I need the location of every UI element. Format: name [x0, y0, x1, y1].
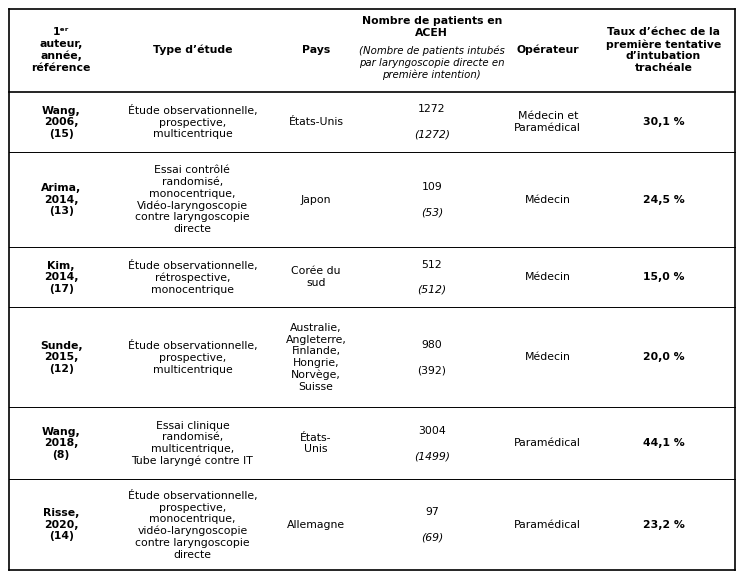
Text: (69): (69)	[421, 532, 443, 543]
Text: (512): (512)	[417, 285, 446, 295]
Text: (1499): (1499)	[414, 451, 450, 461]
Text: Étude observationnelle,
prospective,
multicentrique: Étude observationnelle, prospective, mul…	[127, 105, 257, 139]
Text: Australie,
Angleterre,
Finlande,
Hongrie,
Norvège,
Suisse: Australie, Angleterre, Finlande, Hongrie…	[286, 323, 347, 392]
Text: Médecin et
Paramédical: Médecin et Paramédical	[514, 112, 581, 133]
Text: Arima,
2014,
(13): Arima, 2014, (13)	[41, 183, 81, 216]
Text: (392): (392)	[417, 365, 446, 375]
Text: 1272: 1272	[418, 105, 446, 114]
Text: Wang,
2018,
(8): Wang, 2018, (8)	[42, 427, 80, 460]
Text: 15,0 %: 15,0 %	[643, 272, 684, 282]
Text: Pays: Pays	[302, 45, 330, 55]
Text: Essai clinique
randomisé,
multicentrique,
Tube laryngé contre IT: Essai clinique randomisé, multicentrique…	[132, 421, 253, 466]
Text: Étude observationnelle,
prospective,
monocentrique,
vidéo-laryngoscopie
contre l: Étude observationnelle, prospective, mon…	[127, 490, 257, 559]
Text: Risse,
2020,
(14): Risse, 2020, (14)	[43, 508, 80, 542]
Text: Allemagne: Allemagne	[287, 520, 345, 530]
Text: 3004: 3004	[418, 426, 446, 436]
Text: 44,1 %: 44,1 %	[643, 439, 684, 449]
Text: 109: 109	[422, 182, 442, 192]
Text: Wang,
2006,
(15): Wang, 2006, (15)	[42, 105, 80, 139]
Text: 20,0 %: 20,0 %	[643, 352, 684, 362]
Text: 980: 980	[422, 340, 442, 350]
Text: Corée du
sud: Corée du sud	[291, 266, 341, 288]
Text: 97: 97	[425, 507, 439, 518]
Text: Paramédical: Paramédical	[514, 520, 581, 530]
Text: Médecin: Médecin	[525, 194, 571, 205]
Text: 1ᵉʳ
auteur,
année,
référence: 1ᵉʳ auteur, année, référence	[31, 28, 91, 73]
Text: 23,2 %: 23,2 %	[643, 520, 684, 530]
Text: Type d’étude: Type d’étude	[153, 45, 232, 55]
Text: Sunde,
2015,
(12): Sunde, 2015, (12)	[39, 341, 83, 374]
Text: Taux d’échec de la
première tentative
d’intubation
trachéale: Taux d’échec de la première tentative d’…	[606, 28, 721, 73]
Text: Médecin: Médecin	[525, 352, 571, 362]
Text: Japon: Japon	[301, 194, 331, 205]
Text: Opérateur: Opérateur	[516, 45, 579, 55]
Text: Paramédical: Paramédical	[514, 439, 581, 449]
Text: Médecin: Médecin	[525, 272, 571, 282]
Text: 30,1 %: 30,1 %	[643, 117, 684, 127]
Text: (Nombre de patients intubés
par laryngoscopie directe en
première intention): (Nombre de patients intubés par laryngos…	[359, 45, 504, 80]
Text: Essai contrôlé
randomisé,
monocentrique,
Vidéo-laryngoscopie
contre laryngoscopi: Essai contrôlé randomisé, monocentrique,…	[135, 166, 250, 234]
Text: Nombre de patients en
ACEH: Nombre de patients en ACEH	[362, 16, 502, 38]
Text: Étude observationnelle,
prospective,
multicentrique: Étude observationnelle, prospective, mul…	[127, 340, 257, 374]
Text: États-
Unis: États- Unis	[301, 432, 332, 454]
Text: (1272): (1272)	[414, 130, 450, 140]
Text: (53): (53)	[421, 207, 443, 217]
Text: 24,5 %: 24,5 %	[643, 194, 684, 205]
Text: 512: 512	[422, 259, 442, 270]
Text: Kim,
2014,
(17): Kim, 2014, (17)	[44, 260, 78, 294]
Text: États-Unis: États-Unis	[289, 117, 344, 127]
Text: Étude observationnelle,
rétrospective,
monocentrique: Étude observationnelle, rétrospective, m…	[127, 260, 257, 294]
